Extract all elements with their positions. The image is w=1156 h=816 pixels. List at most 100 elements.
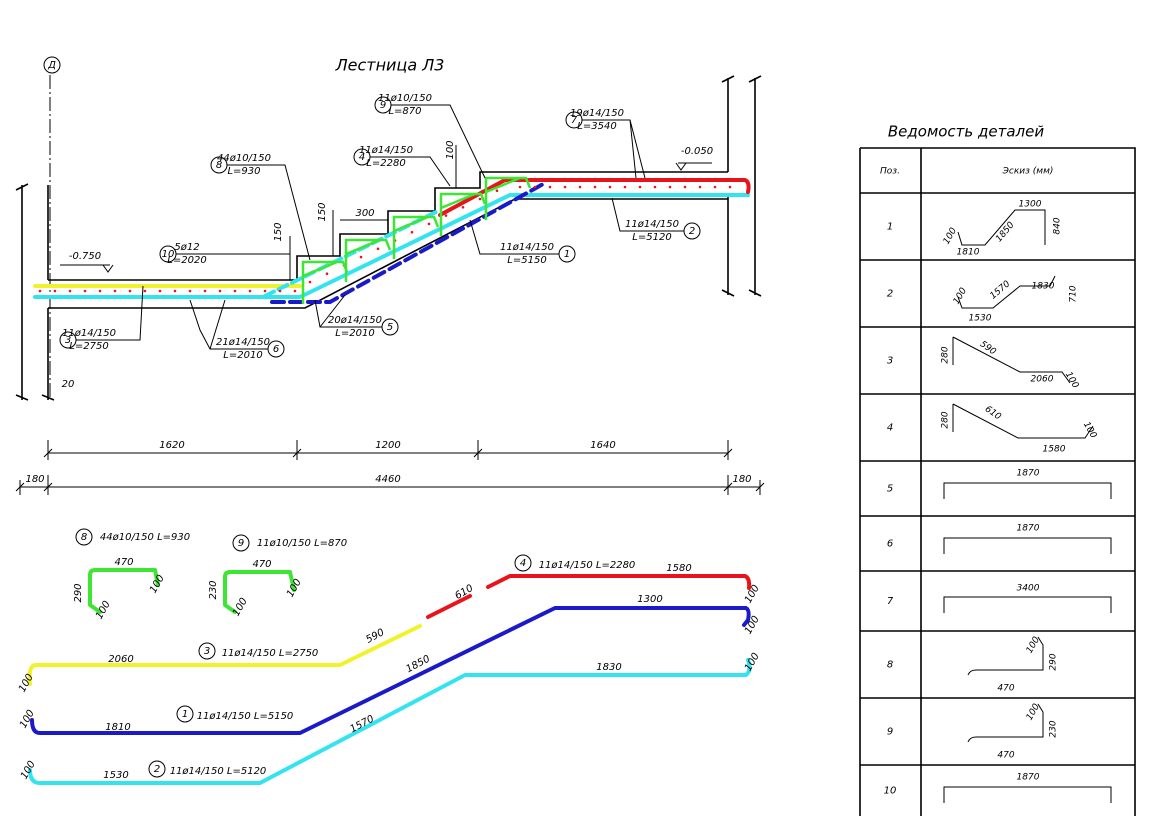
sketch-dimension: 840 [1053,217,1063,234]
rebar-dot [325,272,329,276]
callout-number: 8 [81,532,87,543]
bar-dimension: 290 [73,583,84,602]
bar-dimension: 1530 [103,770,128,781]
bar-dimension: 100 [743,651,762,673]
callout-number: 9 [380,100,386,111]
leader [469,219,559,255]
callout-number: 4 [520,558,526,569]
bar-dimension: 1300 [637,594,662,605]
callout-circle [232,534,250,552]
stirrup [484,176,532,220]
table-header: Эскиз (мм) [1002,167,1054,177]
callout-spec: 11ø14/150 [500,242,554,253]
rebar-1 [270,181,547,304]
callout-number: 1 [564,249,570,260]
rebar-dot [143,289,147,293]
rebar-dot [278,289,282,293]
rebar-dot [410,230,414,234]
callout-circle [198,642,216,660]
rebar-dot [113,289,117,293]
callout-number: 5 [387,322,393,333]
callout-circle [210,156,228,174]
bar-spec: 11ø14/150 L=5150 [197,711,294,722]
callout-number: 7 [571,115,578,126]
table-grid [859,147,1136,816]
rebar-dot [68,289,72,293]
sketch-dimension: 280 [941,411,951,428]
sketch-dimension: 100 [1063,370,1080,390]
rebar-dot [173,289,177,293]
sketch-dimension: 100 [1025,702,1042,722]
dimension: 4460 [375,474,400,485]
stirrup [439,192,487,236]
slab-top [48,171,728,281]
level: -0.050 [681,146,713,157]
rebar-dot [128,289,132,293]
callout-number: 4 [359,152,365,163]
dimension: 150 [317,202,328,221]
callout-number: 3 [204,646,210,657]
bar-dimension: 100 [231,596,250,618]
rebar-2b [263,208,442,298]
right-wall [721,75,762,297]
bar-dimension: 1830 [596,662,621,673]
rebar-dot [608,185,612,189]
sketch-dimension: 100 [1025,635,1042,655]
table-title: Ведомость деталей [888,123,1044,141]
callout-circle [267,340,285,358]
leader [370,156,451,187]
dimension: 180 [732,474,751,485]
rebar-dot [578,185,582,189]
leader [76,285,144,341]
bar-dimension: 470 [114,557,133,568]
rebar-dot [713,185,717,189]
bar-details [27,568,752,785]
dimension: 150 [273,222,284,241]
callout-spec: 21ø14/150 [216,337,270,348]
callout-circle [683,222,701,240]
bar-dimension: 100 [743,583,762,605]
dimension: 1620 [159,440,184,451]
row-position: 9 [887,727,893,738]
callout-length: L=2280 [366,158,405,169]
rebar-dot [638,185,642,189]
rebar-dot [218,289,222,293]
sketch-dimension: 710 [1069,285,1079,302]
sketch-dimension: 100 [952,286,969,306]
bar-dimension: 2060 [108,654,133,665]
callout-number: 6 [273,344,279,355]
detail-1 [30,606,751,735]
dimension: 100 [445,140,456,159]
callout-spec: 44ø10/150 [217,153,271,164]
callout-spec: 11ø14/150 [359,145,413,156]
callout-length: L=3540 [577,121,616,132]
axis-label: Д [47,60,56,71]
stirrup [392,215,440,259]
rebar-dot [668,185,672,189]
bar-dimension: 100 [743,614,762,636]
rebar-dot [548,185,552,189]
callout-circle [75,528,93,546]
rebar-dot [653,185,657,189]
rebar-4 [438,178,751,217]
rebar-dot [188,289,192,293]
rebar-dot [593,185,597,189]
detail-3 [27,624,422,686]
rebar-dot [698,185,702,189]
sketch-dimension: 1300 [1019,200,1042,210]
callout-circle [374,96,392,114]
bar-dimension: 100 [17,672,36,694]
rebar-dot [359,255,363,259]
sketch-dimension: 1570 [988,279,1012,302]
callout-number: 3 [65,335,71,346]
bar-dimension: 230 [208,580,219,599]
callout-length: L=870 [388,106,421,117]
row-position: 7 [887,596,894,607]
row-position: 3 [887,356,893,367]
level: -0.750 [69,251,101,262]
sketch-dimension: 470 [997,684,1014,694]
callout-spec: 11ø10/150 [378,93,432,104]
rebar-dot [83,289,87,293]
rebar-dot [478,197,482,201]
